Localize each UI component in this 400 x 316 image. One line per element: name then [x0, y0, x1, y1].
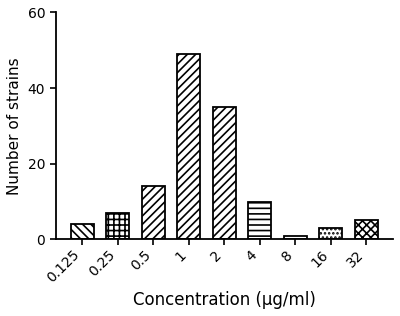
Y-axis label: Number of strains: Number of strains	[7, 57, 22, 195]
X-axis label: Concentration (μg/ml): Concentration (μg/ml)	[133, 291, 316, 309]
Bar	[106, 213, 130, 239]
Bar	[213, 107, 236, 239]
Bar	[355, 221, 378, 239]
Bar	[71, 224, 94, 239]
Bar	[142, 186, 165, 239]
Bar	[248, 202, 271, 239]
Bar	[177, 54, 200, 239]
Bar	[319, 228, 342, 239]
Bar	[284, 235, 307, 239]
